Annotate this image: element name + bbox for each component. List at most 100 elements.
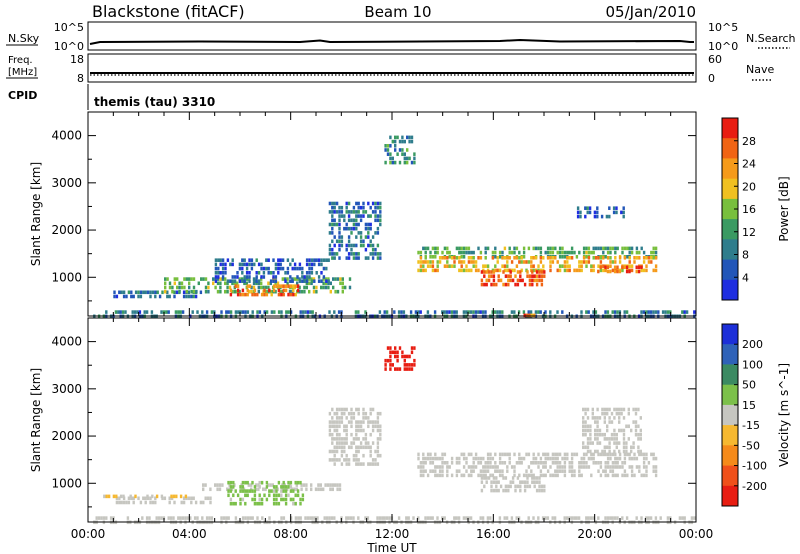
echo-cell: [394, 354, 397, 359]
echo-cell: [171, 289, 174, 294]
echo-cell: [652, 268, 655, 273]
colorbar-tick-label: 28: [742, 135, 756, 148]
echo-cell: [535, 282, 539, 287]
echo-cell: [606, 473, 610, 478]
echo-cell: [272, 288, 276, 293]
echo-cell: [305, 262, 309, 267]
echo-cell: [241, 516, 245, 520]
echo-cell: [620, 428, 623, 433]
x-tick-label: 08:00: [273, 527, 308, 541]
echo-cell: [165, 310, 168, 314]
echo-cell: [448, 310, 451, 314]
echo-cell: [630, 268, 634, 273]
echo-cell: [107, 494, 111, 499]
echo-cell: [333, 420, 336, 424]
echo-cell: [231, 258, 234, 262]
echo-cell: [280, 310, 283, 314]
echo-cell: [255, 271, 258, 275]
echo-cell: [105, 310, 108, 314]
echo-cell: [429, 461, 432, 465]
echo-cell: [587, 260, 591, 264]
echo-cell: [328, 310, 331, 314]
echo-cell: [568, 461, 571, 465]
echo-cell: [474, 264, 478, 268]
echo-cell: [347, 226, 351, 231]
echo-cell: [586, 441, 590, 445]
echo-cell: [315, 258, 318, 262]
echo-cell: [245, 262, 249, 267]
echo-cell: [510, 465, 514, 469]
echo-cell: [584, 420, 587, 424]
echo-cell: [654, 310, 658, 314]
echo-cell: [613, 437, 616, 441]
echo-cell: [664, 310, 667, 314]
x-tick-label: 20:00: [577, 527, 612, 541]
echo-cell: [417, 268, 420, 273]
echo-cell: [345, 432, 348, 437]
echo-cell: [479, 256, 483, 260]
echo-cell: [267, 281, 270, 286]
echo-cell: [241, 262, 244, 267]
echo-cell: [510, 250, 514, 255]
echo-cell: [345, 441, 348, 445]
echo-cell: [246, 489, 249, 493]
echo-cell: [603, 411, 606, 416]
echo-cell: [513, 268, 516, 273]
echo-cell: [518, 452, 521, 457]
echo-cell: [189, 516, 192, 520]
colorbar-segment: [722, 138, 738, 159]
echo-cell: [317, 262, 321, 267]
echo-cell: [327, 277, 330, 281]
echo-cell: [282, 516, 286, 520]
echo-cell: [491, 456, 495, 461]
echo-cell: [322, 275, 326, 279]
echo-cell: [188, 277, 191, 281]
echo-cell: [533, 480, 536, 484]
echo-cell: [485, 270, 488, 274]
echo-region-1: [113, 290, 203, 299]
echo-cell: [642, 310, 646, 314]
echo-cell: [580, 260, 583, 264]
echo-cell: [210, 516, 214, 520]
echo-cell: [448, 465, 451, 469]
echo-cell: [246, 284, 249, 288]
echo-cell: [284, 277, 287, 281]
echo-cell: [586, 445, 590, 450]
echo-cell: [497, 488, 500, 493]
echo-cell: [474, 260, 478, 264]
echo-cell: [167, 310, 170, 314]
echo-cell: [491, 250, 495, 255]
echo-cell: [495, 282, 498, 287]
echo-cell: [422, 452, 425, 457]
echo-cell: [554, 452, 557, 457]
echo-cell: [594, 246, 598, 251]
echo-cell: [546, 250, 550, 255]
echo-cell: [406, 156, 409, 161]
echo-cell: [556, 268, 559, 273]
echo-cell: [622, 445, 626, 450]
echo-cell: [589, 437, 592, 441]
echo-cell: [160, 310, 163, 314]
echo-cell: [528, 484, 532, 489]
echo-cell: [160, 494, 164, 499]
echo-cell: [422, 456, 425, 461]
echo-cell: [480, 480, 484, 484]
echo-cell: [274, 262, 278, 267]
echo-cell: [207, 289, 210, 294]
echo-cell: [341, 277, 344, 281]
echo-cell: [396, 152, 399, 156]
colorbar-tick-label: 200: [742, 338, 763, 351]
echo-cell: [504, 488, 508, 493]
echo-cell: [601, 449, 604, 454]
echo-cell: [613, 416, 616, 420]
echo-cell: [609, 452, 612, 457]
echo-cell: [125, 500, 128, 505]
echo-cell: [565, 516, 569, 520]
echo-cell: [227, 493, 230, 498]
echo-cell: [472, 465, 475, 469]
echo-region-4: [328, 407, 382, 466]
echo-cell: [352, 205, 356, 210]
echo-cell: [367, 424, 370, 429]
echo-cell: [628, 260, 631, 264]
echo-cell: [575, 255, 579, 259]
